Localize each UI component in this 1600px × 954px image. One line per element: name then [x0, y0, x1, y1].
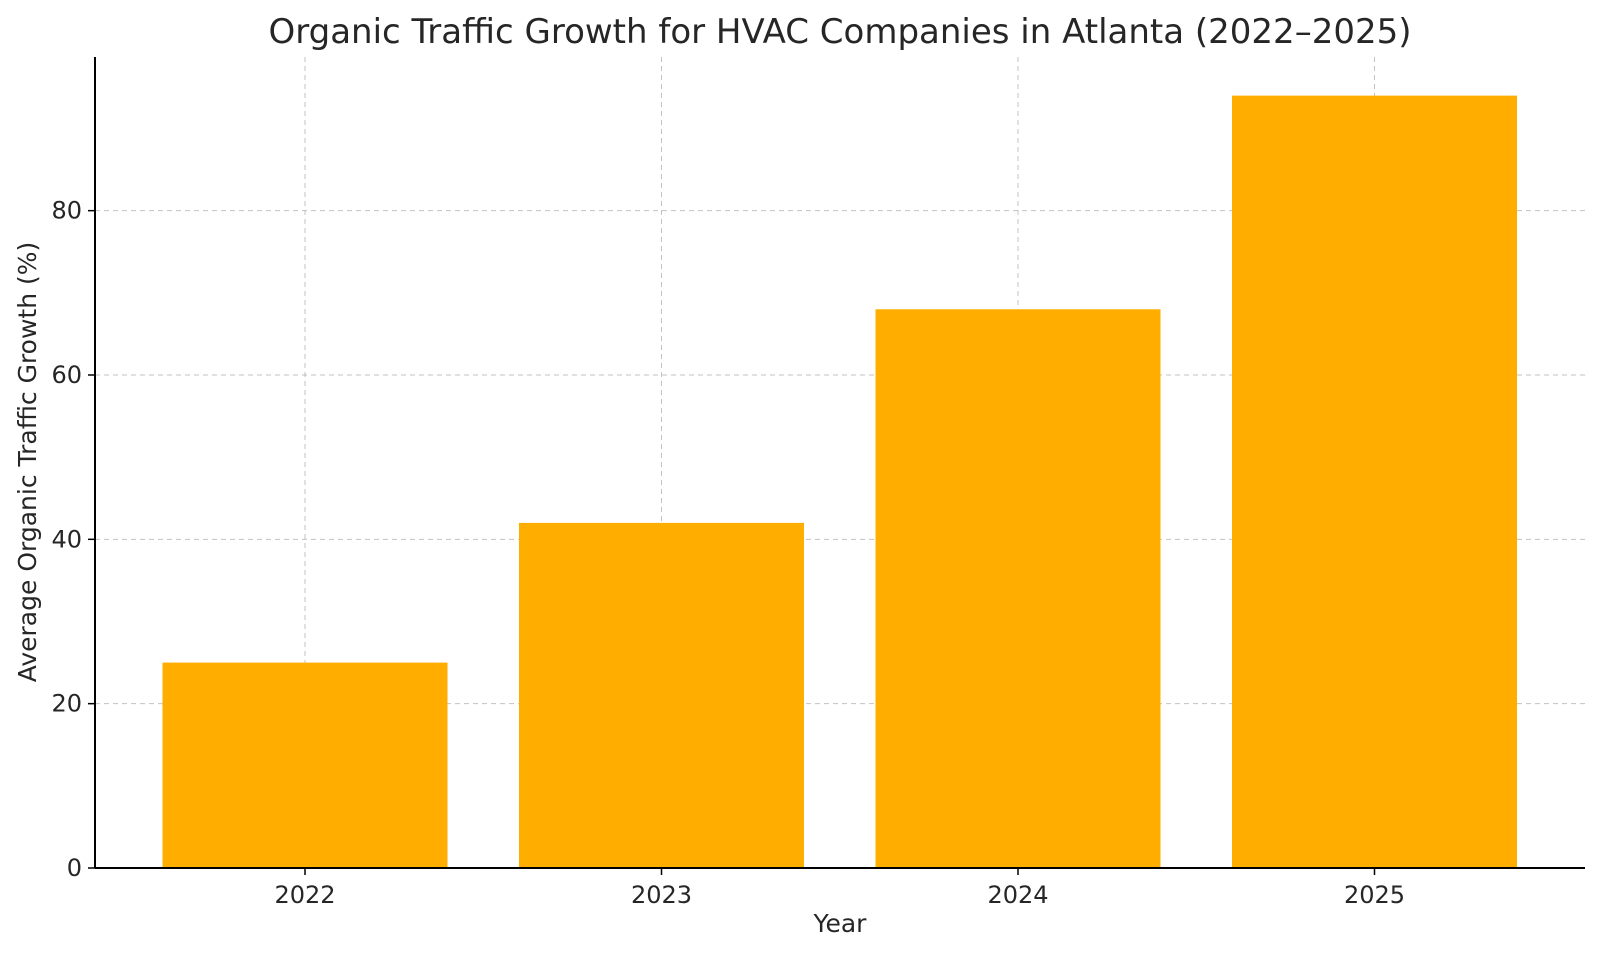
bars: [162, 95, 1517, 869]
x-ticks: 2022 2023 2024 2025: [274, 868, 1405, 909]
y-tick-label: 40: [51, 525, 82, 553]
x-tick-label: 2022: [274, 881, 335, 909]
y-tick-label: 0: [67, 854, 82, 882]
bar-2023: [519, 522, 804, 868]
bar-2022: [162, 662, 448, 868]
y-axis-label: Average Organic Traffic Growth (%): [13, 242, 42, 683]
x-tick-label: 2024: [987, 881, 1048, 909]
axes: [94, 57, 1585, 869]
x-axis-label: Year: [813, 909, 868, 938]
y-ticks: 0 20 40 60 80: [51, 197, 95, 882]
y-tick-label: 80: [51, 197, 82, 225]
chart-title: Organic Traffic Growth for HVAC Companie…: [268, 12, 1411, 52]
x-tick-label: 2025: [1344, 881, 1405, 909]
x-tick-label: 2023: [631, 881, 692, 909]
y-tick-label: 20: [51, 690, 82, 718]
bar-2025: [1232, 95, 1517, 869]
y-tick-label: 60: [51, 361, 82, 389]
bar-2024: [875, 309, 1161, 868]
